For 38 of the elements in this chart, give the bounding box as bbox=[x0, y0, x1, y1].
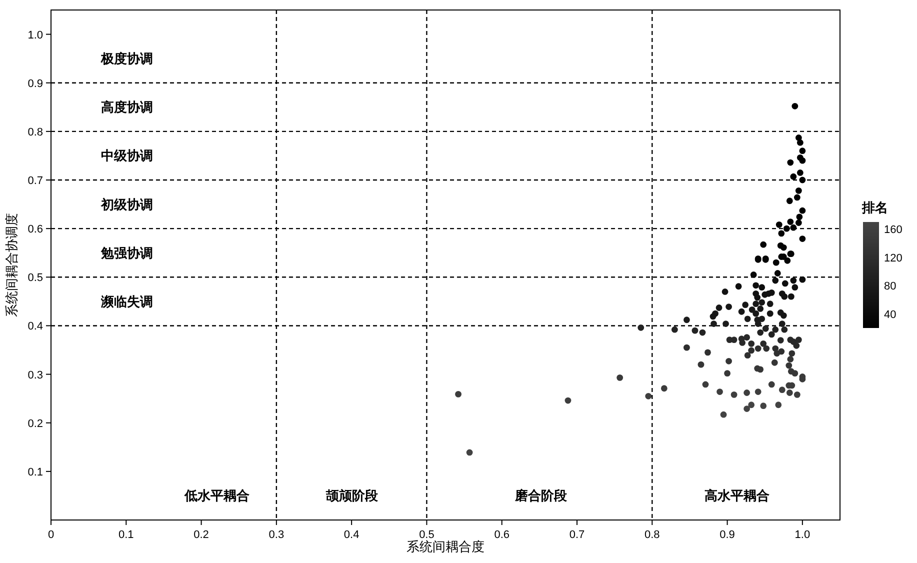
y-tick-label: 0.5 bbox=[28, 272, 43, 284]
x-tick-label: 0.7 bbox=[569, 529, 585, 541]
x-tick-label: 0.4 bbox=[344, 529, 360, 541]
annotation: 极度协调 bbox=[100, 51, 153, 66]
color-bar-label: 40 bbox=[884, 308, 896, 321]
x-tick-label: 0.1 bbox=[118, 529, 134, 541]
annotation: 高度协调 bbox=[101, 100, 153, 115]
annotation: 高水平耦合 bbox=[704, 488, 770, 503]
color-bar-label: 120 bbox=[884, 252, 902, 264]
y-tick-label: 1.0 bbox=[28, 29, 43, 42]
annotation: 初级协调 bbox=[100, 196, 153, 212]
y-tick-label: 0.9 bbox=[28, 78, 43, 90]
x-tick-label: 0.9 bbox=[720, 529, 735, 541]
x-tick-label: 1.0 bbox=[794, 529, 810, 541]
color-bar-label: 160 bbox=[884, 224, 902, 236]
annotation: 勉强协调 bbox=[100, 245, 153, 260]
annotation: 颉颃阶段 bbox=[325, 488, 379, 503]
y-axis-title: 系统间耦合协调度 bbox=[4, 213, 19, 317]
x-tick-label: 0.6 bbox=[494, 529, 510, 541]
y-tick-label: 0.2 bbox=[28, 418, 43, 430]
y-tick-label: 0.6 bbox=[28, 224, 43, 236]
x-tick-label: 0 bbox=[48, 529, 54, 541]
x-tick-label: 0.8 bbox=[644, 529, 660, 541]
color-bar-title: 排名 bbox=[861, 200, 888, 215]
x-tick-label: 0.2 bbox=[194, 529, 209, 541]
y-tick-label: 0.4 bbox=[28, 320, 43, 333]
annotation: 濒临失调 bbox=[100, 294, 153, 309]
x-tick-label: 0.5 bbox=[419, 529, 434, 541]
x-axis-title: 系统间耦合度 bbox=[406, 539, 484, 554]
annotation: 磨合阶段 bbox=[514, 488, 568, 503]
y-tick-label: 0.7 bbox=[28, 175, 43, 187]
color-bar-label: 80 bbox=[884, 280, 896, 293]
annotation: 低水平耦合 bbox=[184, 488, 250, 503]
y-tick-label: 0.1 bbox=[28, 466, 43, 478]
annotation: 中级协调 bbox=[101, 148, 153, 164]
x-tick-label: 0.3 bbox=[268, 529, 284, 541]
y-tick-label: 0.8 bbox=[28, 126, 43, 138]
y-tick-label: 0.3 bbox=[28, 369, 43, 382]
